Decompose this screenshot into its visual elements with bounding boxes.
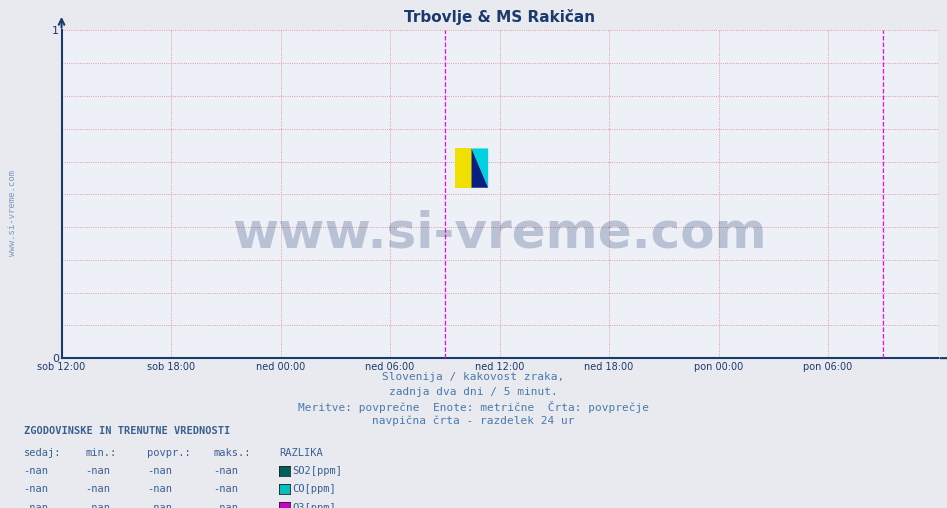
Text: maks.:: maks.: xyxy=(213,448,251,458)
Text: -nan: -nan xyxy=(24,466,48,476)
Text: -nan: -nan xyxy=(213,502,238,508)
Text: Meritve: povprečne  Enote: metrične  Črta: povprečje: Meritve: povprečne Enote: metrične Črta:… xyxy=(298,401,649,414)
Text: navpična črta - razdelek 24 ur: navpična črta - razdelek 24 ur xyxy=(372,416,575,426)
Text: -nan: -nan xyxy=(85,502,110,508)
Text: www.si-vreme.com: www.si-vreme.com xyxy=(232,210,767,258)
Title: Trbovlje & MS Rakičan: Trbovlje & MS Rakičan xyxy=(404,9,595,25)
Text: -nan: -nan xyxy=(147,484,171,494)
Text: CO[ppm]: CO[ppm] xyxy=(293,484,336,494)
Text: Slovenija / kakovost zraka,: Slovenija / kakovost zraka, xyxy=(383,372,564,382)
Text: -nan: -nan xyxy=(24,502,48,508)
Text: www.si-vreme.com: www.si-vreme.com xyxy=(8,170,17,257)
Text: -nan: -nan xyxy=(24,484,48,494)
Text: -nan: -nan xyxy=(147,502,171,508)
Text: -nan: -nan xyxy=(85,484,110,494)
Text: ZGODOVINSKE IN TRENUTNE VREDNOSTI: ZGODOVINSKE IN TRENUTNE VREDNOSTI xyxy=(24,426,230,436)
Text: zadnja dva dni / 5 minut.: zadnja dva dni / 5 minut. xyxy=(389,387,558,397)
Text: SO2[ppm]: SO2[ppm] xyxy=(293,466,343,476)
Polygon shape xyxy=(472,148,488,188)
Text: povpr.:: povpr.: xyxy=(147,448,190,458)
Polygon shape xyxy=(455,148,472,188)
Text: sedaj:: sedaj: xyxy=(24,448,62,458)
Text: RAZLIKA: RAZLIKA xyxy=(279,448,323,458)
Text: -nan: -nan xyxy=(213,466,238,476)
Text: -nan: -nan xyxy=(213,484,238,494)
Text: -nan: -nan xyxy=(85,466,110,476)
Text: O3[ppm]: O3[ppm] xyxy=(293,502,336,508)
Text: min.:: min.: xyxy=(85,448,116,458)
Polygon shape xyxy=(472,148,488,188)
Text: -nan: -nan xyxy=(147,466,171,476)
